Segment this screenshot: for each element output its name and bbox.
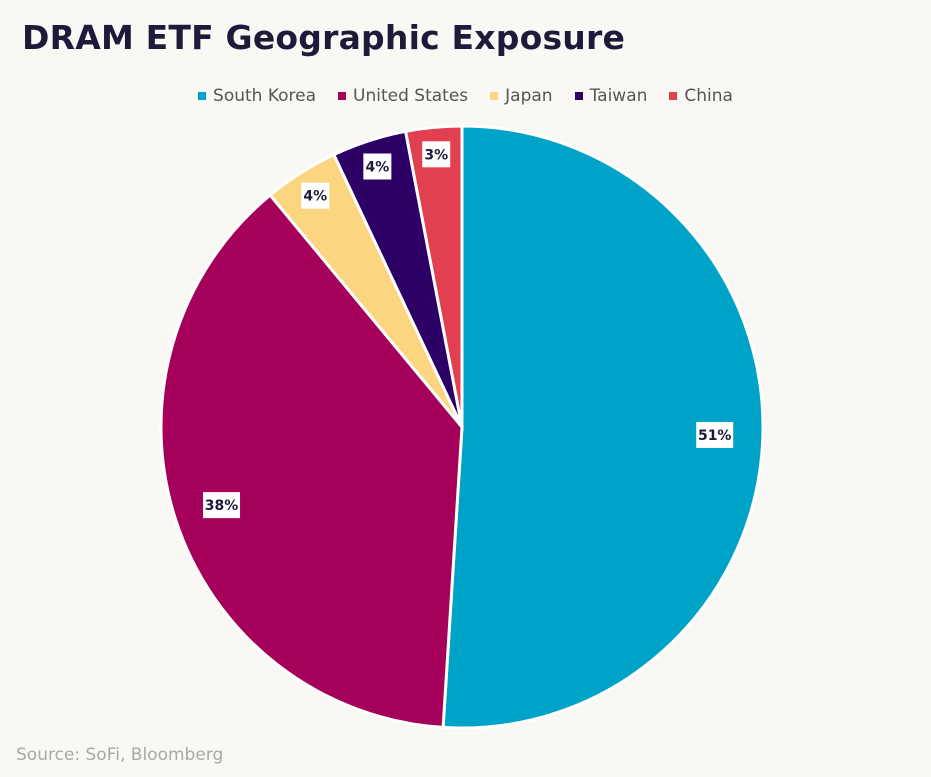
- pie-slice-united-states: [159, 193, 464, 729]
- legend-label: Japan: [505, 86, 553, 106]
- slice-label: 4%: [363, 153, 392, 180]
- slice-label: 3%: [422, 141, 451, 168]
- legend-item-china: China: [669, 86, 733, 106]
- slice-label: 51%: [696, 421, 734, 448]
- pie-slices: [159, 124, 765, 730]
- legend-swatch: [338, 92, 347, 100]
- legend-label: China: [684, 86, 733, 106]
- chart-title: DRAM ETF Geographic Exposure: [22, 18, 626, 57]
- pie-slice-south-korea: [441, 124, 765, 730]
- slice-label-text: 3%: [424, 147, 448, 163]
- slice-label-text: 4%: [365, 159, 389, 175]
- slice-label: 4%: [301, 182, 330, 209]
- slice-label-box: [696, 421, 734, 448]
- legend-item-south-korea: South Korea: [198, 86, 316, 106]
- legend-label: United States: [353, 86, 469, 106]
- pie-labels: 51% 38% 4% 4% 3%: [203, 141, 734, 519]
- slice-label-box: [203, 492, 241, 519]
- legend-swatch: [574, 92, 583, 100]
- legend-swatch: [198, 92, 207, 100]
- legend-item-japan: Japan: [490, 86, 553, 106]
- legend-item-taiwan: Taiwan: [574, 86, 648, 106]
- slice-label-text: 4%: [303, 189, 327, 205]
- legend-item-united-states: United States: [338, 86, 468, 106]
- pie-slice-china: [404, 124, 464, 429]
- slice-label-text: 51%: [698, 428, 732, 444]
- legend: South Korea United States Japan Taiwan C…: [0, 86, 931, 106]
- slice-label-box: [363, 153, 392, 180]
- source-note: Source: SoFi, Bloomberg: [16, 745, 224, 765]
- legend-label: Taiwan: [589, 86, 648, 106]
- slice-label-text: 38%: [205, 498, 239, 514]
- legend-label: South Korea: [213, 86, 317, 106]
- legend-swatch: [669, 92, 678, 100]
- slice-label-box: [422, 141, 451, 168]
- legend-swatch: [490, 92, 499, 100]
- slice-label-box: [301, 182, 330, 209]
- slice-label: 38%: [203, 492, 241, 519]
